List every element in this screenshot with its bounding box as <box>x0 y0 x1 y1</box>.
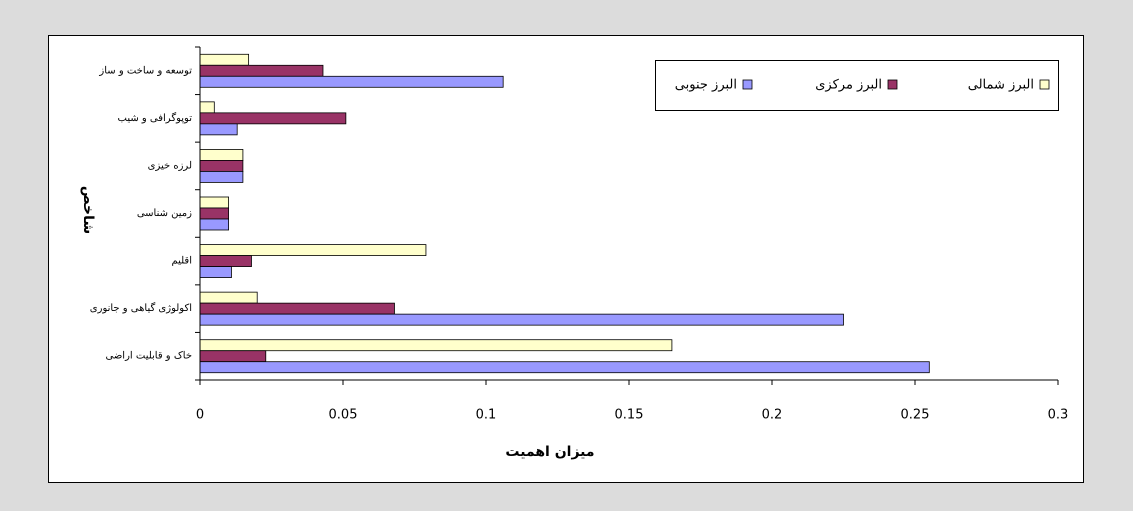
bar <box>199 75 504 88</box>
x-tick-label: 0.1 <box>476 408 497 423</box>
legend-label: البرز شمالی <box>968 78 1034 93</box>
bar <box>199 302 395 315</box>
y-tick-label: توپوگرافی و شیب <box>118 112 193 124</box>
legend-label: البرز مرکزی <box>815 78 882 93</box>
bar <box>199 207 230 220</box>
x-tick-label: 0.25 <box>901 408 930 423</box>
y-tick-label: زمین شناسی <box>137 208 192 219</box>
bar <box>199 123 238 136</box>
x-tick-label: 0.15 <box>615 408 644 423</box>
legend-swatch <box>1039 79 1050 90</box>
bar <box>199 149 244 161</box>
bar <box>199 255 252 267</box>
bar <box>199 160 244 172</box>
x-tick-label: 0.3 <box>1048 408 1069 423</box>
bar <box>199 101 215 114</box>
bar <box>199 218 230 231</box>
x-tick-label: 0.05 <box>329 408 358 423</box>
bar <box>199 339 673 352</box>
bar <box>199 112 347 125</box>
bar <box>199 313 844 326</box>
bar <box>199 266 232 278</box>
bar <box>199 350 267 363</box>
bar <box>199 53 250 66</box>
y-tick-label: توسعه و ساخت و ساز <box>98 65 192 76</box>
y-axis-title: شاخص <box>80 186 96 234</box>
bar <box>199 196 230 209</box>
bar <box>199 64 324 77</box>
x-axis-title: میزان اهمیت <box>505 444 594 460</box>
bar <box>199 291 258 304</box>
x-tick-label: 0 <box>196 408 204 423</box>
bar <box>199 244 427 256</box>
y-tick-label: خاک و قابلیت اراضی <box>105 351 192 362</box>
y-tick-label: اکولوژی گیاهی و جانوری <box>90 302 192 314</box>
bar <box>199 361 930 374</box>
legend-swatch <box>742 79 753 90</box>
legend-swatch <box>887 79 898 90</box>
y-tick-label: اقلیم <box>171 256 192 267</box>
legend-label: البرز جنوبی <box>675 78 737 93</box>
y-tick-label: لرزه خیزی <box>148 160 192 171</box>
legend <box>655 60 1059 111</box>
bar <box>199 171 244 183</box>
x-tick-label: 0.2 <box>762 408 783 423</box>
